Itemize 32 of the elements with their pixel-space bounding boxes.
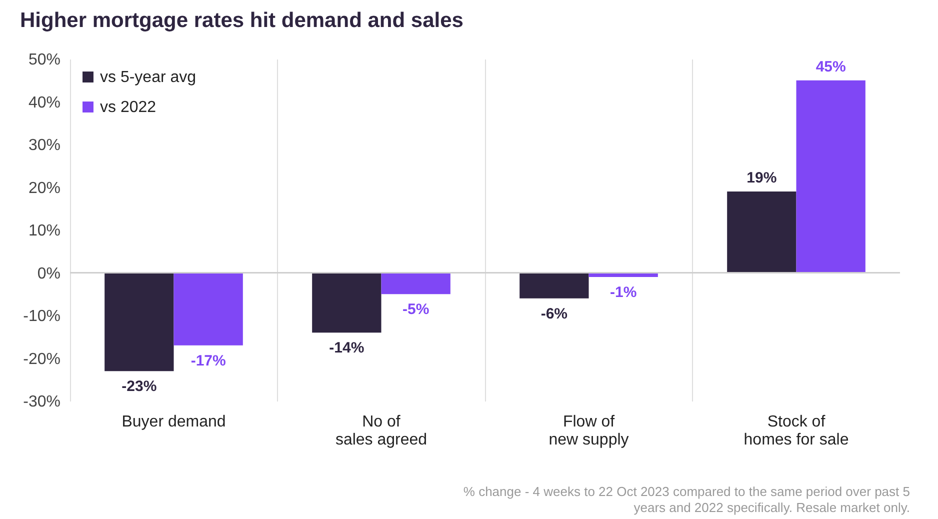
chart-title: Higher mortgage rates hit demand and sales	[20, 9, 464, 32]
data-label: 19%	[746, 170, 777, 187]
x-tick-label: Flow of new supply	[548, 414, 629, 448]
bar	[312, 272, 382, 333]
x-tick-label: Buyer demand	[122, 414, 226, 430]
data-label: -1%	[610, 284, 637, 302]
bar	[520, 272, 589, 298]
data-label: -5%	[402, 301, 430, 318]
y-tick-label: 20%	[28, 180, 60, 197]
y-tick-label: -10%	[23, 308, 60, 325]
legend-label: vs 5-year avg	[100, 69, 196, 86]
bar	[381, 272, 450, 294]
data-label: -14%	[329, 340, 364, 357]
y-tick-label: 40%	[28, 94, 60, 112]
data-label: -23%	[122, 378, 157, 396]
y-tick-label: -30%	[23, 394, 60, 410]
bar	[174, 272, 243, 346]
bar	[104, 272, 174, 372]
data-label: -17%	[190, 352, 226, 370]
bar	[727, 192, 796, 273]
x-tick-label: Stock of homes for sale	[744, 414, 849, 448]
y-tick-label: 30%	[28, 137, 60, 154]
y-tick-label: 0%	[37, 265, 60, 282]
x-tick-label: No of sales agreed	[335, 414, 428, 448]
y-tick-label: 50%	[28, 52, 60, 68]
y-tick-label: -20%	[23, 350, 60, 368]
text: % change - 4 weeks to 22 Oct 2023 compared to the same period over past 5 years and 2022 specifically. Resale market only.	[462, 484, 910, 516]
y-tick-label: 10%	[28, 222, 60, 240]
bar	[796, 80, 866, 273]
data-label: -6%	[540, 305, 568, 322]
legend-label: vs 2022	[100, 99, 156, 116]
data-label: 45%	[816, 58, 846, 76]
